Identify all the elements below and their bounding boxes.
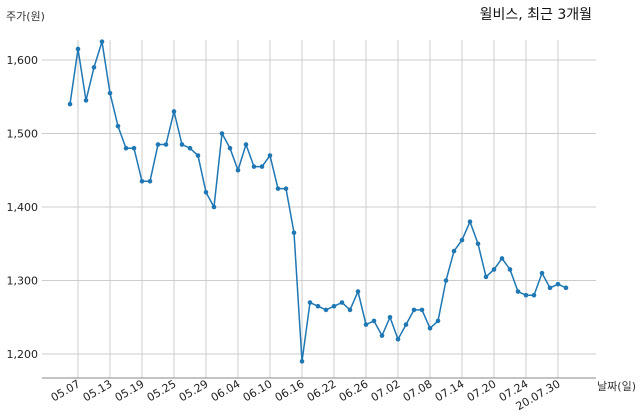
- data-point: [395, 337, 401, 342]
- x-tick-labels: 05.0705.1305.1905.2505.2906.0406.1006.16…: [49, 377, 563, 413]
- data-point: [251, 164, 257, 169]
- data-point: [563, 285, 569, 291]
- data-point: [179, 142, 185, 147]
- x-tick-label: 06.04: [209, 377, 243, 404]
- data-point: [523, 292, 529, 298]
- data-point: [339, 300, 345, 305]
- data-point: [91, 65, 97, 70]
- x-tick-label: 05.29: [177, 377, 211, 404]
- data-point: [227, 145, 233, 151]
- data-point: [131, 145, 137, 151]
- data-point: [355, 289, 361, 294]
- data-point: [123, 145, 129, 151]
- data-point: [147, 178, 153, 184]
- y-tick-label: 1,400: [7, 201, 39, 214]
- y-axis-label: 주가(원): [6, 10, 45, 23]
- y-tick-labels: 1,200 1,300 1,400 1,500 1,600: [7, 54, 39, 361]
- x-tick-label: 07.02: [369, 377, 403, 404]
- data-point: [211, 204, 217, 210]
- data-point: [195, 153, 201, 158]
- data-point: [219, 131, 225, 136]
- data-point: [475, 241, 481, 247]
- data-point: [507, 267, 513, 272]
- data-point: [427, 325, 433, 331]
- data-point: [139, 178, 145, 184]
- data-point: [163, 142, 169, 147]
- data-point: [299, 359, 305, 364]
- x-tick-label: 07.14: [433, 377, 467, 404]
- data-point: [387, 314, 393, 320]
- data-point: [275, 186, 281, 191]
- data-point: [307, 300, 313, 305]
- x-tick-label: 07.20: [465, 377, 499, 404]
- data-point: [243, 142, 249, 147]
- data-point: [171, 109, 177, 114]
- y-tick-label: 1,500: [7, 128, 39, 141]
- data-point: [83, 98, 89, 103]
- data-point: [259, 164, 265, 169]
- data-point: [187, 145, 193, 151]
- data-point: [203, 190, 209, 195]
- x-tick-label: 05.07: [49, 377, 83, 404]
- x-tick-label: 05.13: [81, 377, 115, 404]
- x-tick-label: 06.10: [241, 377, 275, 404]
- data-point: [115, 123, 121, 129]
- data-point: [539, 270, 545, 276]
- data-point: [451, 248, 457, 254]
- data-point: [555, 281, 561, 287]
- data-point: [315, 303, 321, 309]
- x-tick-label: 06.26: [337, 377, 371, 404]
- data-point: [291, 230, 297, 236]
- data-point: [75, 46, 81, 52]
- price-series-line: [69, 41, 567, 362]
- data-point: [435, 318, 441, 324]
- data-point: [155, 142, 161, 147]
- data-point: [491, 267, 497, 272]
- data-point: [267, 153, 273, 158]
- data-point: [499, 256, 505, 261]
- x-tick-label: 06.16: [273, 377, 307, 404]
- x-tick-label: 06.22: [305, 377, 339, 404]
- y-tick-label: 1,300: [7, 275, 39, 288]
- data-point: [459, 237, 465, 243]
- data-point: [411, 307, 417, 313]
- data-point: [547, 285, 553, 291]
- data-point: [283, 186, 289, 191]
- data-point: [331, 303, 337, 309]
- data-point: [99, 39, 105, 44]
- data-point: [67, 101, 73, 107]
- data-point: [483, 274, 489, 280]
- data-point: [403, 322, 409, 327]
- data-point: [347, 307, 353, 313]
- data-point: [235, 167, 241, 173]
- data-point: [107, 90, 113, 96]
- data-point: [419, 307, 425, 313]
- data-point: [531, 292, 537, 298]
- data-point: [467, 219, 473, 224]
- data-point: [515, 289, 521, 294]
- x-axis-label: 날짜(일): [597, 379, 636, 393]
- y-tick-label: 1,600: [7, 54, 39, 67]
- x-tick-label: 05.19: [113, 377, 147, 404]
- data-point: [323, 307, 329, 313]
- data-point: [443, 278, 449, 283]
- x-tick-label: 05.25: [145, 377, 179, 404]
- data-point: [371, 318, 377, 324]
- data-point: [379, 333, 385, 338]
- grid-lines: [42, 40, 596, 378]
- x-tick-label: 07.08: [401, 377, 435, 404]
- data-point: [363, 322, 369, 327]
- y-tick-label: 1,200: [7, 348, 39, 361]
- price-series-points: [67, 39, 569, 364]
- chart-title: 윌비스, 최근 3개월: [480, 7, 592, 23]
